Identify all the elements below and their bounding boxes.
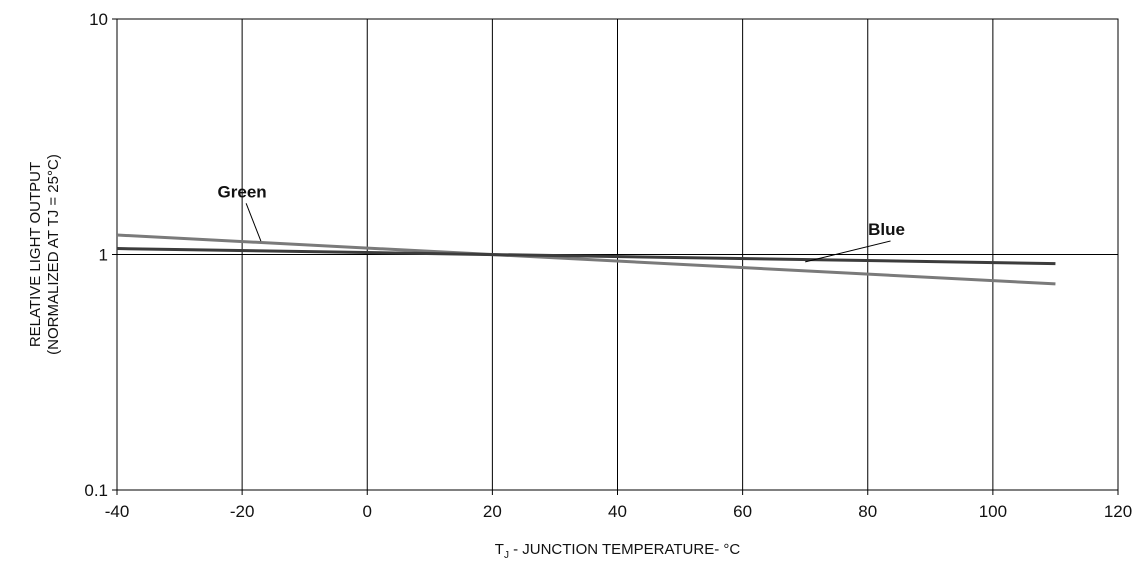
x-tick-labels: -40 -20 0 20 40 60 80 100 120 bbox=[105, 502, 1132, 521]
x-tick-label: 20 bbox=[483, 502, 502, 521]
leader-line-blue bbox=[805, 240, 891, 263]
x-tick-label: -40 bbox=[105, 502, 130, 521]
x-tick-label: 120 bbox=[1104, 502, 1132, 521]
annotation-layer: Green Blue bbox=[218, 182, 905, 263]
y-tick-label: 1 bbox=[99, 246, 108, 265]
y-axis-label-line2: (NORMALIZED AT TJ = 25°C) bbox=[45, 154, 62, 355]
y-tick-labels: 0.1 1 10 bbox=[84, 10, 108, 500]
x-tick-label: -20 bbox=[230, 502, 255, 521]
x-axis-label-rest: - JUNCTION TEMPERATURE- °C bbox=[509, 541, 740, 558]
x-tick-label: 100 bbox=[979, 502, 1007, 521]
x-axis-label: TJ - JUNCTION TEMPERATURE- °C bbox=[495, 541, 741, 561]
series-line-green bbox=[116, 233, 1056, 286]
y-tick-label: 0.1 bbox=[84, 481, 108, 500]
x-tick-label: 60 bbox=[733, 502, 752, 521]
x-tick-label: 0 bbox=[363, 502, 372, 521]
series-label-green: Green bbox=[218, 182, 267, 201]
leader-line-green bbox=[245, 203, 262, 242]
series-line-blue bbox=[116, 247, 1056, 266]
y-tick-label: 10 bbox=[89, 10, 108, 29]
x-axis-label-sub: J bbox=[504, 550, 509, 561]
series-label-blue: Blue bbox=[868, 220, 905, 239]
plot-area-border bbox=[116, 18, 1119, 491]
x-axis-label-main: T bbox=[495, 541, 504, 558]
x-tick-label: 40 bbox=[608, 502, 627, 521]
x-tick-label: 80 bbox=[858, 502, 877, 521]
y-axis-label-line1: RELATIVE LIGHT OUTPUT bbox=[27, 162, 44, 347]
series-layer bbox=[116, 233, 1056, 286]
